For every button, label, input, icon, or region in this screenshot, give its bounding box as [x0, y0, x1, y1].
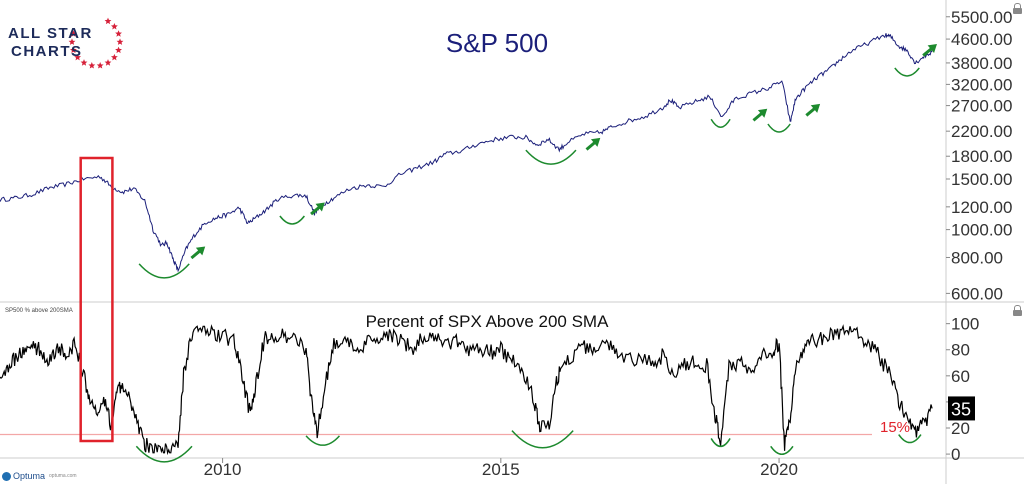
green-arrow-icon: [752, 108, 768, 122]
star-icon: [116, 38, 124, 45]
optuma-site: optuma.com: [49, 473, 77, 479]
star-icon: [115, 30, 122, 37]
green-arrow-icon: [190, 246, 206, 260]
optuma-label: Optuma: [13, 471, 46, 481]
breadth-series-line: [0, 324, 933, 456]
sp500-y-tick-label: 2200.00: [951, 122, 1012, 141]
breadth-title: Percent of SPX Above 200 SMA: [366, 312, 610, 331]
breadth-panel: 10080604020035201020152020: [0, 315, 979, 479]
lock-icon[interactable]: [1013, 305, 1022, 316]
arrow-head: [315, 202, 325, 212]
bottom-smile-arc: [511, 430, 574, 449]
bottom-smile-arc: [279, 215, 305, 225]
sp500-y-tick-label: 3800.00: [951, 54, 1012, 73]
x-tick-label: 2010: [204, 460, 242, 479]
arrow-head: [757, 108, 768, 118]
star-icon: [104, 17, 112, 25]
optuma-icon: [2, 471, 11, 481]
star-icon: [110, 22, 118, 30]
star-icon: [88, 62, 96, 69]
bottom-smile-arc: [138, 263, 190, 279]
x-tick-label: 2015: [482, 460, 520, 479]
bottom-smile-arc: [525, 149, 577, 165]
sp500-title: S&P 500: [446, 28, 548, 58]
star-icon: [70, 46, 77, 54]
bottom-smile-arc: [135, 445, 193, 463]
logo-line-1: ALL STAR: [8, 25, 93, 42]
arrow-head: [927, 44, 937, 53]
arrow-head: [810, 103, 821, 113]
star-icon: [104, 59, 112, 66]
current-value-badge: [948, 396, 975, 421]
star-icon: [96, 62, 104, 69]
sp500-y-tick-label: 4600.00: [951, 30, 1012, 49]
breadth-y-tick-label: 0: [951, 445, 960, 464]
x-tick-label: 2020: [760, 460, 798, 479]
star-icon: [110, 53, 118, 61]
star-icon: [80, 59, 88, 66]
bottom-smile-arc: [710, 438, 731, 448]
sp500-y-tick-label: 3200.00: [951, 75, 1012, 94]
green-arrow-icon: [585, 137, 601, 151]
breadth-panel-label: SP500 % above 200SMA: [5, 308, 73, 314]
star-icon: [115, 46, 122, 54]
sp500-series-line: [0, 33, 933, 273]
breadth-y-tick-label: 20: [951, 419, 970, 438]
star-icon: [74, 53, 82, 61]
sp500-y-tick-label: 800.00: [951, 248, 1003, 267]
star-icon: [70, 30, 77, 37]
bottom-smile-arc: [894, 67, 920, 77]
logo-line-2: CHARTS: [11, 43, 83, 60]
sp500-y-tick-label: 600.00: [951, 284, 1003, 303]
green-arrow-icon: [805, 103, 821, 117]
star-icon: [68, 38, 76, 45]
sp500-y-tick-label: 2700.00: [951, 97, 1012, 116]
bottom-smile-arc: [710, 118, 731, 129]
current-value-label: 35: [951, 399, 971, 419]
arrow-head: [195, 246, 206, 256]
arrow-shaft: [310, 205, 322, 216]
all-star-charts-logo: ALL STAR CHARTS: [8, 17, 124, 72]
lock-icon[interactable]: [1013, 3, 1022, 14]
breadth-y-tick-label: 60: [951, 367, 970, 386]
breadth-y-tick-label: 80: [951, 341, 970, 360]
green-arrow-icon: [310, 202, 325, 216]
annotation-layer: [79, 44, 937, 463]
optuma-footer: Optuma optuma.com: [2, 469, 77, 483]
threshold-label: 15%: [880, 419, 910, 436]
bottom-smile-arc: [305, 435, 341, 446]
sp500-panel: 5500.00 4600.00 3800.00 3200.00 2700.00 2200.…: [0, 8, 1012, 303]
arrow-shaft: [190, 249, 202, 260]
star-ring-icon: [68, 17, 124, 69]
bottom-smile-arc: [898, 434, 922, 444]
green-arrow-icon: [922, 44, 937, 57]
bottom-smile-arc: [767, 123, 791, 133]
arrow-head: [590, 137, 601, 147]
sp500-y-tick-label: 1800.00: [951, 147, 1012, 166]
sp500-y-tick-label: 1200.00: [951, 198, 1012, 217]
sp500-y-tick-label: 1500.00: [951, 170, 1012, 189]
sp500-y-tick-label: 1000.00: [951, 221, 1012, 240]
highlight-box: [79, 156, 114, 443]
bottom-smile-arc: [770, 445, 794, 455]
breadth-y-tick-label: 100: [951, 315, 979, 334]
sp500-y-tick-label: 5500.00: [951, 8, 1012, 27]
